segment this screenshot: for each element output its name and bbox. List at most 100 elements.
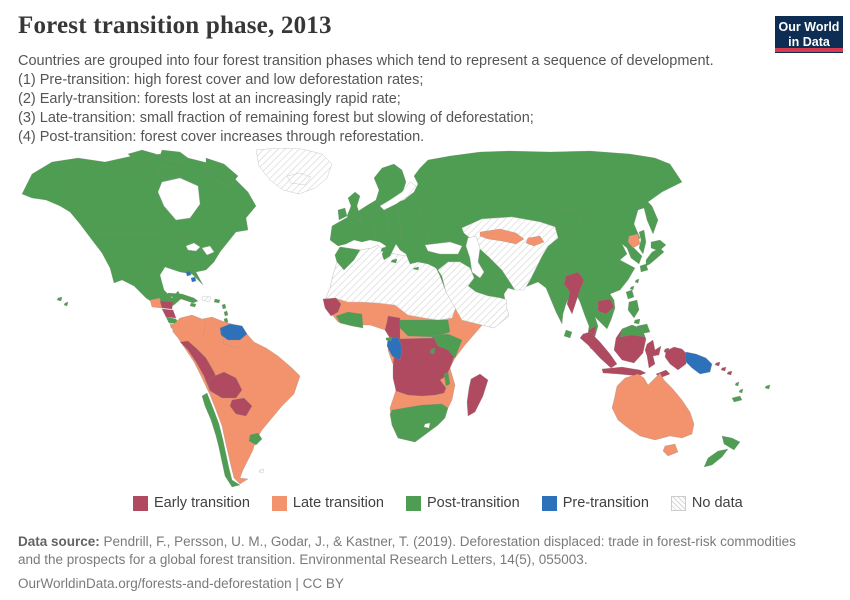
map-region-jamaica[interactable] xyxy=(189,302,197,308)
map-region-myanmar[interactable] xyxy=(563,271,585,315)
map-region-falkland-islands[interactable] xyxy=(258,468,265,474)
map-region-iceland[interactable] xyxy=(286,172,312,186)
map-legend: Early transition Late transition Post-tran… xyxy=(133,495,743,511)
legend-item-nodata[interactable]: No data xyxy=(670,495,743,511)
map-region-baltic-sea xyxy=(379,181,417,211)
map-region-car-south-sudan[interactable] xyxy=(399,319,451,338)
map-region-new-zealand-south[interactable] xyxy=(703,448,729,468)
map-region-arctic-island-mid[interactable] xyxy=(159,149,189,163)
map-region-new-zealand-north[interactable] xyxy=(721,435,741,451)
map-region-bahamas-2[interactable] xyxy=(190,276,197,283)
chart-footer: Data source: Pendrill, F., Persson, U. M… xyxy=(18,533,818,593)
map-region-equatorial-guinea[interactable] xyxy=(385,336,393,342)
map-region-solomons-2[interactable] xyxy=(720,366,727,372)
map-region-tasmania[interactable] xyxy=(662,443,679,457)
map-region-gabon-congo[interactable] xyxy=(386,336,403,361)
map-region-solomons-3[interactable] xyxy=(726,370,733,376)
map-region-kyrgyzstan[interactable] xyxy=(525,235,545,247)
map-region-bahamas-1[interactable] xyxy=(185,270,192,277)
map-region-lesser-antilles-2[interactable] xyxy=(223,310,229,317)
legend-item-post[interactable]: Post-transition xyxy=(406,495,520,511)
legend-swatch-pre xyxy=(541,495,557,511)
map-region-sulawesi[interactable] xyxy=(644,339,662,369)
legend-swatch-nodata xyxy=(670,495,686,511)
map-region-ryukyu-1[interactable] xyxy=(634,278,640,284)
map-region-rwanda-burundi[interactable] xyxy=(429,347,436,355)
map-region-arctic-island-west[interactable] xyxy=(127,149,157,161)
owid-logo-line1: Our World xyxy=(778,20,840,34)
legend-item-late[interactable]: Late transition xyxy=(271,495,384,511)
map-region-uruguay[interactable] xyxy=(248,432,263,446)
map-region-paraguay[interactable] xyxy=(229,397,253,417)
map-region-drc-angola-zambia-tanzania[interactable] xyxy=(392,337,455,397)
legend-swatch-early xyxy=(133,495,148,511)
map-region-honshu[interactable] xyxy=(645,247,665,267)
map-region-sicily[interactable] xyxy=(390,258,398,264)
map-region-papua-new-guinea[interactable] xyxy=(685,351,713,375)
map-region-chile[interactable] xyxy=(201,392,241,488)
country-border-1 xyxy=(94,232,223,246)
map-region-luzon[interactable] xyxy=(627,299,640,319)
map-region-taiwan[interactable] xyxy=(625,289,635,300)
legend-swatch-late xyxy=(271,495,287,511)
map-region-crete[interactable] xyxy=(412,266,420,271)
map-region-ireland[interactable] xyxy=(337,207,348,221)
legend-swatch-post xyxy=(406,495,421,511)
legend-item-early[interactable]: Early transition xyxy=(133,495,250,511)
map-region-hokkaido[interactable] xyxy=(650,239,667,252)
map-region-kyushu[interactable] xyxy=(639,263,649,273)
map-region-madagascar[interactable] xyxy=(466,373,489,417)
map-region-puerto-rico[interactable] xyxy=(213,298,221,304)
map-region-west-papua[interactable] xyxy=(664,346,688,371)
map-region-middle-east[interactable] xyxy=(437,261,510,329)
map-region-uk[interactable] xyxy=(346,191,362,226)
owid-logo[interactable]: Our World in Data xyxy=(775,16,843,53)
map-region-guatemala[interactable] xyxy=(149,297,163,309)
map-region-sakhalin[interactable] xyxy=(638,229,647,255)
legend-item-pre[interactable]: Pre-transition xyxy=(541,495,649,511)
map-region-guyanas[interactable] xyxy=(219,323,248,341)
country-border-11 xyxy=(202,321,207,337)
map-region-morocco[interactable] xyxy=(334,246,361,271)
map-region-borneo-malaysia[interactable] xyxy=(619,324,646,338)
map-region-solomons-1[interactable] xyxy=(714,361,721,367)
map-region-bolivia[interactable] xyxy=(207,371,243,399)
map-region-vanuatu-2[interactable] xyxy=(738,388,744,394)
map-region-hawaii-2[interactable] xyxy=(63,301,69,307)
map-region-fiji[interactable] xyxy=(764,384,771,390)
legend-label-late: Late transition xyxy=(292,495,384,511)
map-region-cambodia[interactable] xyxy=(597,298,615,315)
map-region-honduras[interactable] xyxy=(159,300,174,310)
subtitle-line-4: (3) Late-transition: small fraction of r… xyxy=(18,110,534,126)
map-region-senegal-guinea[interactable] xyxy=(322,297,342,317)
map-region-greenland[interactable] xyxy=(255,147,333,195)
legend-label-pre: Pre-transition xyxy=(562,495,649,511)
map-region-vanuatu-1[interactable] xyxy=(734,381,740,387)
map-region-sri-lanka[interactable] xyxy=(563,329,573,339)
map-region-java[interactable] xyxy=(601,366,647,377)
map-region-hawaii-1[interactable] xyxy=(56,296,63,302)
map-region-new-caledonia[interactable] xyxy=(731,395,743,403)
map-region-south-africa[interactable] xyxy=(389,403,449,443)
map-region-uzbekistan[interactable] xyxy=(479,228,525,245)
map-region-australia[interactable] xyxy=(611,372,695,441)
map-region-visayas[interactable] xyxy=(633,318,641,325)
footer-link[interactable]: OurWorldinData.org/forests-and-deforesta… xyxy=(18,576,344,591)
map-region-north-korea[interactable] xyxy=(627,233,641,249)
map-region-lesser-antilles-1[interactable] xyxy=(221,303,227,310)
map-region-sumatra[interactable] xyxy=(579,331,618,369)
data-source-text: Pendrill, F., Persson, U. M., Godar, J.,… xyxy=(18,534,796,567)
country-border-9 xyxy=(541,265,579,277)
map-region-baffin-island[interactable] xyxy=(205,157,239,187)
map-region-nicaragua[interactable] xyxy=(161,308,177,319)
legend-label-nodata: No data xyxy=(691,495,743,511)
map-region-liberia-ghana[interactable] xyxy=(335,311,364,329)
map-region-ryukyu-2[interactable] xyxy=(629,285,635,291)
map-region-sardinia[interactable] xyxy=(380,246,387,253)
map-region-victoria-island[interactable] xyxy=(155,165,183,181)
chart-subtitle: Countries are grouped into four forest t… xyxy=(18,52,714,147)
map-region-great-lakes-west xyxy=(185,242,201,252)
map-region-malawi[interactable] xyxy=(443,371,451,387)
map-region-cuba[interactable] xyxy=(167,292,199,304)
map-region-hispaniola[interactable] xyxy=(201,295,212,303)
